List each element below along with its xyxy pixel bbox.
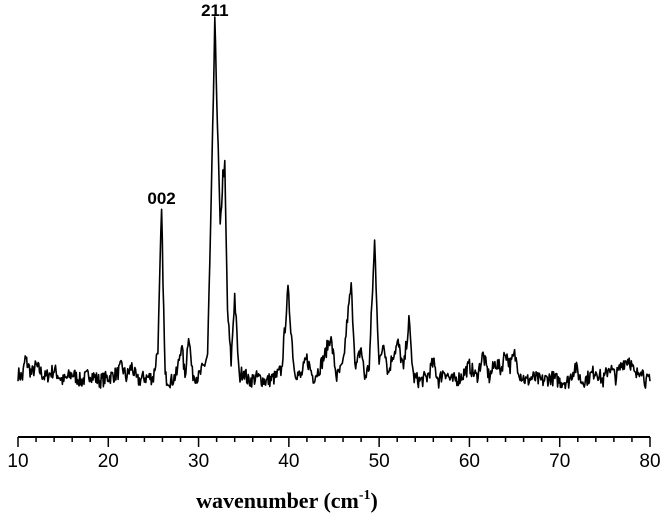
x-axis-title: wavenumber (cm-1) [196, 488, 378, 513]
x-tick-label: 10 [7, 451, 28, 472]
x-tick-label: 80 [639, 451, 660, 472]
x-tick-label: 70 [549, 451, 570, 472]
plot-area [17, 16, 651, 390]
x-axis-title-suffix: ) [371, 488, 378, 513]
series-line [17, 16, 651, 390]
x-tick-label: 40 [278, 451, 299, 472]
x-axis-ticks: 10 20 30 40 50 60 70 80 [7, 437, 661, 472]
x-tick-label: 50 [369, 451, 390, 472]
x-tick-label: 30 [188, 451, 209, 472]
peak-annotations: 002 211 [147, 1, 228, 208]
x-tick-label: 60 [459, 451, 480, 472]
peak-label: 211 [201, 1, 228, 20]
peak-label: 002 [147, 189, 175, 208]
x-axis-title-main: wavenumber (cm [196, 488, 359, 513]
x-tick-label: 20 [98, 451, 119, 472]
x-axis-title-superscript: -1 [359, 488, 371, 503]
